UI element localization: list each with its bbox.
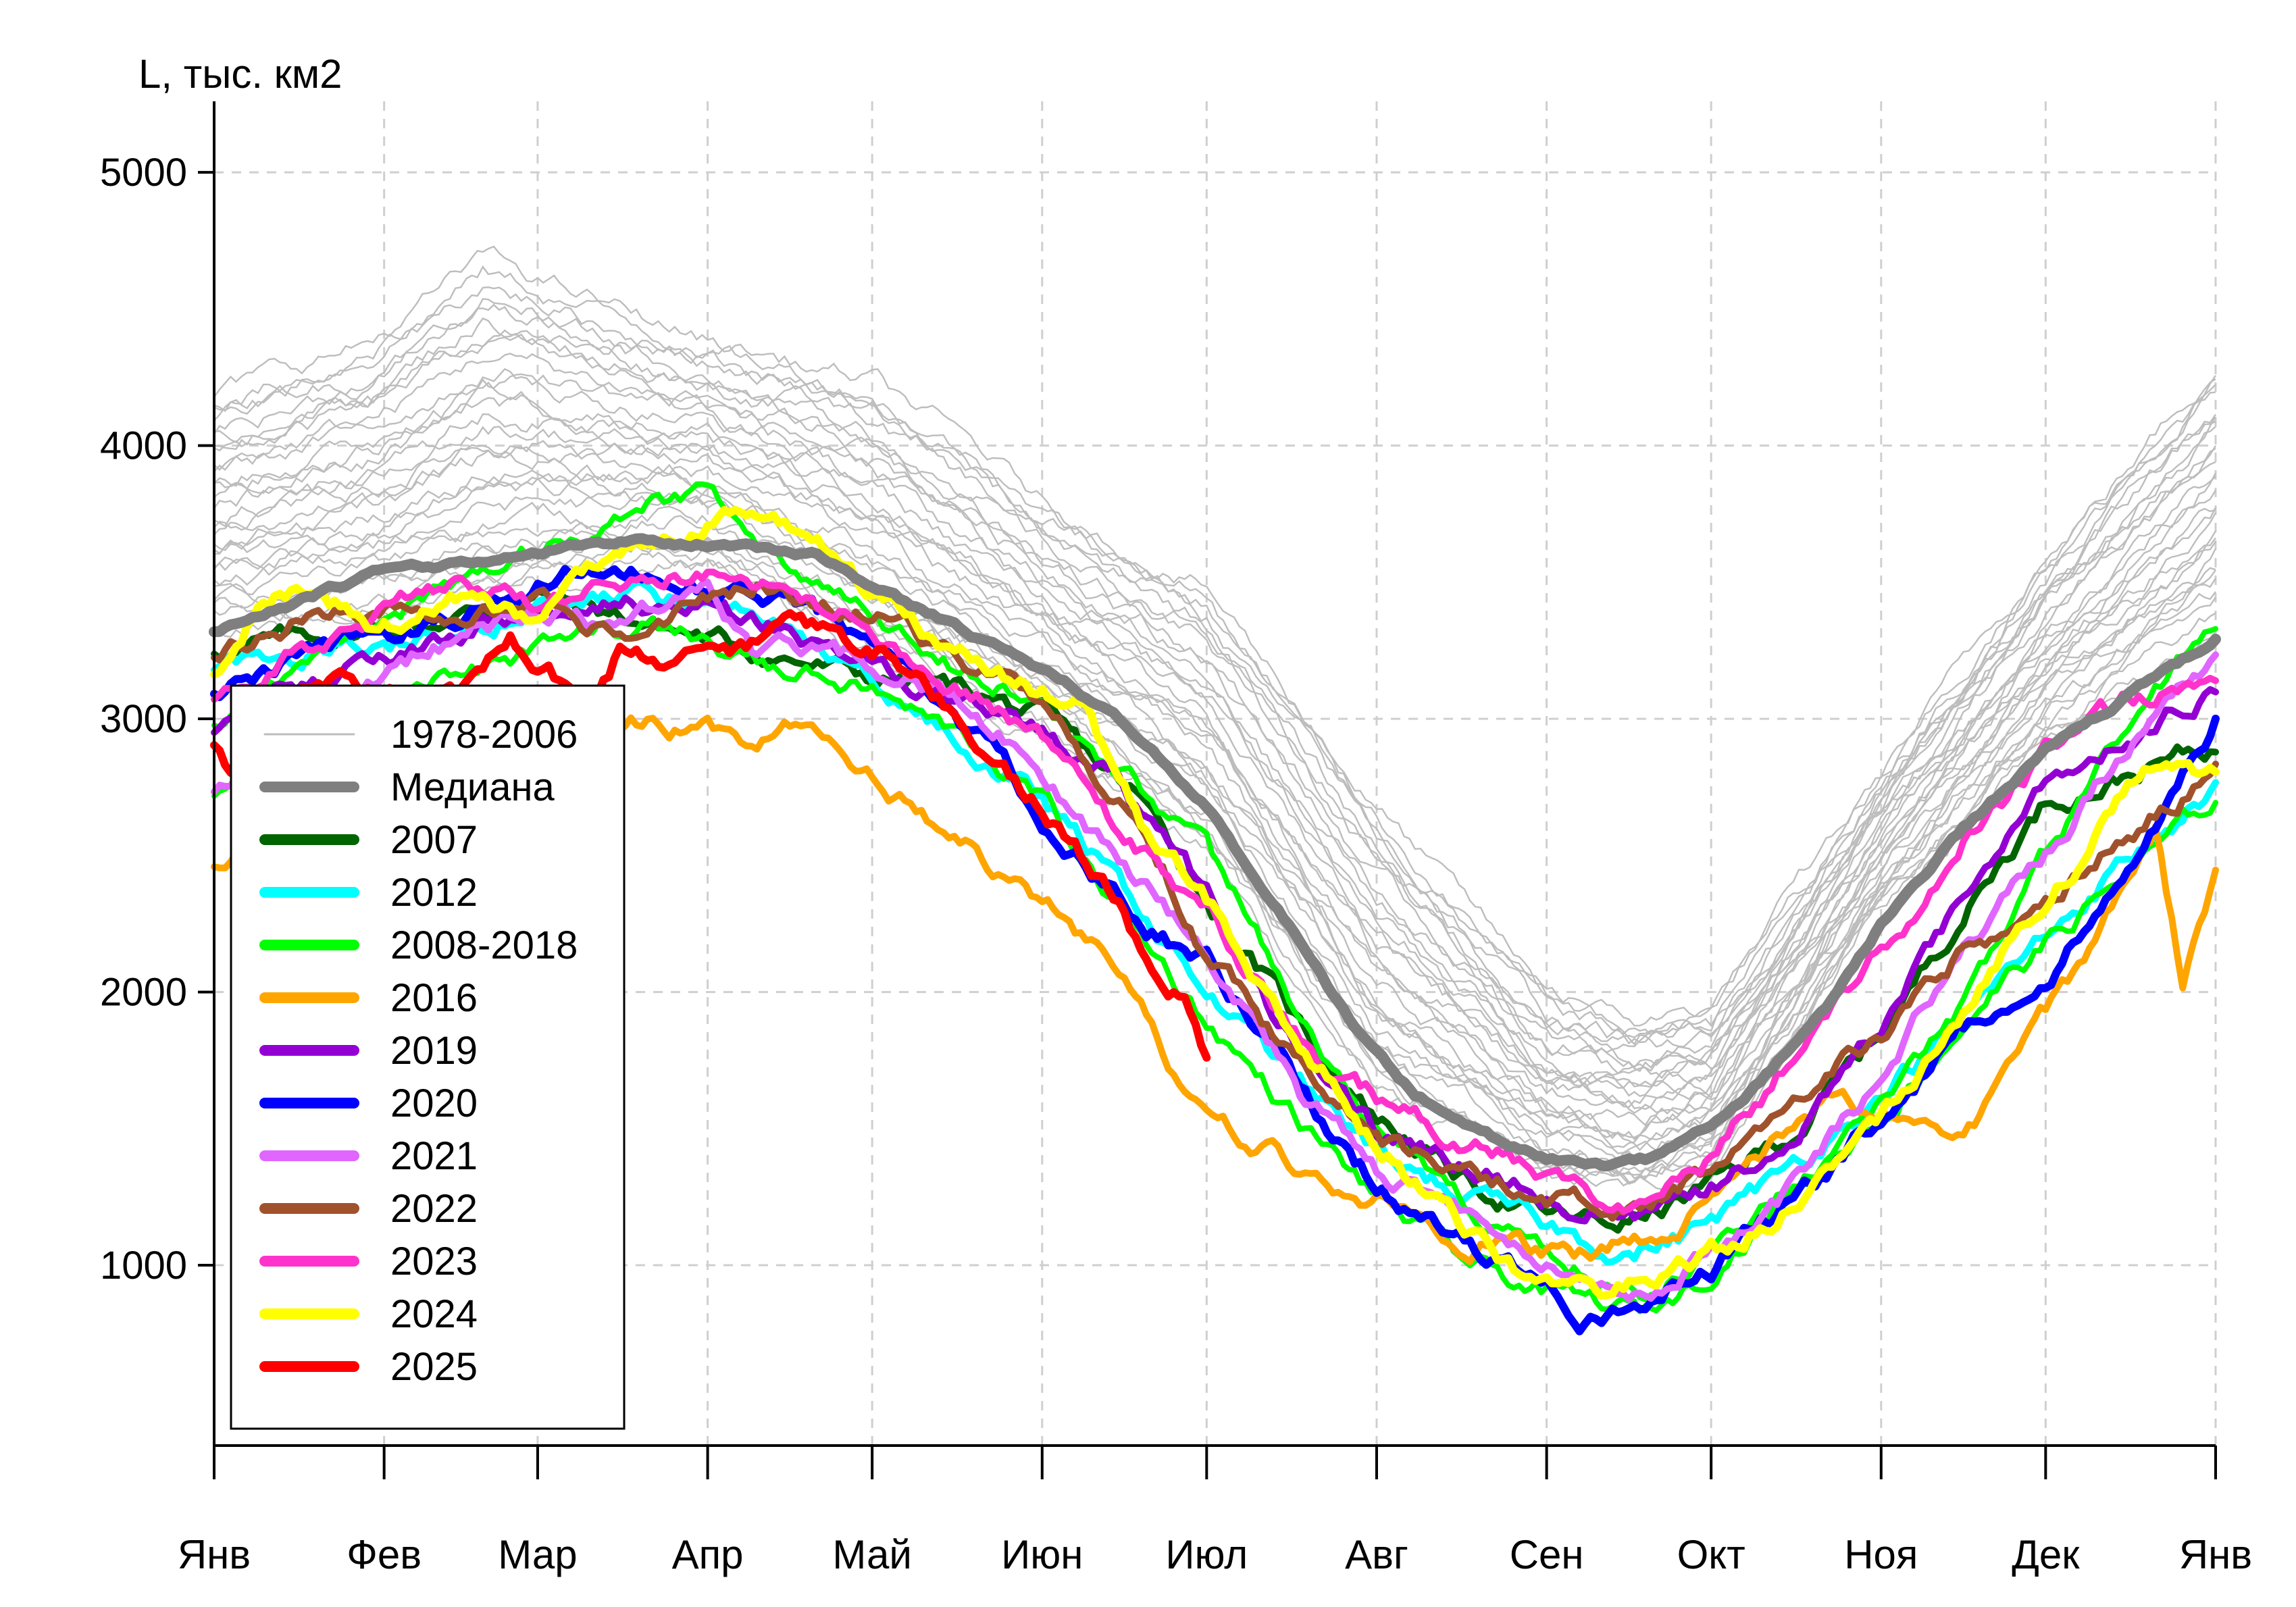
x-tick-label: Июн [1001,1532,1083,1577]
series-lines [209,481,2221,1335]
legend-label: Медиана [390,765,555,809]
x-tick-label: Окт [1677,1532,1745,1577]
legend-label: 2020 [390,1081,478,1125]
series-line-2021 [211,578,2219,1303]
background-year-line [213,546,2216,1180]
y-tick-label: 1000 [100,1244,187,1287]
background-year-line [213,329,2217,1069]
background-year-line [213,475,2217,1162]
legend-box [230,684,626,1430]
legend: 1978-2006 Медиана 2007 2012 2008-2018 2016 201… [230,684,626,1430]
background-year-line [213,245,2216,1027]
x-tick-label: Дек [2012,1532,2080,1577]
y-axis-label: L, тыс. км2 [138,51,342,97]
x-tick-label: Ноя [1844,1532,1918,1577]
background-year-line [213,440,2216,1115]
legend-label: 2021 [390,1134,478,1178]
legend-label: 2024 [390,1292,478,1336]
background-year-line [213,501,2216,1152]
x-tick-label: Авг [1345,1532,1408,1577]
series-line-2008-2018 [211,481,2218,1302]
y-tick-label: 4000 [100,424,187,468]
series-line-2022 [211,582,2219,1222]
background-year-line [213,538,2217,1185]
x-tick-label: Янв [178,1532,251,1577]
background-year-line [213,317,2216,1051]
series-line-медиана [209,533,2221,1172]
legend-label: 2025 [390,1345,478,1389]
y-tick-label: 2000 [100,971,187,1015]
background-year-line [213,265,2216,1046]
x-tick-label: Сен [1510,1532,1584,1577]
legend-label: 2008-2018 [390,923,578,967]
x-tick-label: Май [832,1532,912,1577]
background-year-line [213,477,2217,1148]
legend-label: 2007 [390,818,478,862]
axes: 1000 2000 3000 4000 5000 Янв Фев Мар Апр Май Июн Ию… [100,101,2252,1577]
legend-label: 2023 [390,1240,478,1283]
series-line-2024 [210,505,2220,1300]
legend-label: 2012 [390,871,478,915]
x-tick-label: Янв [2179,1532,2252,1577]
y-tick-label: 3000 [100,697,187,741]
background-year-line [213,303,2216,1042]
background-year-line [213,490,2216,1154]
background-year-line [213,413,2217,1100]
x-tick-label: Фев [347,1532,422,1577]
background-year-line [213,394,2216,1108]
background-year-line [213,449,2216,1139]
background-year-line [213,426,2217,1111]
x-tick-label: Мар [498,1532,577,1577]
x-tick-label: Июл [1165,1532,1248,1577]
y-tick-label: 5000 [100,151,187,195]
background-year-line [213,464,2216,1141]
legend-label: 2022 [390,1187,478,1231]
legend-label: 2019 [390,1029,478,1073]
background-years-lines [213,245,2217,1190]
legend-label: 1978-2006 [390,713,578,757]
x-tick-label: Апр [672,1532,744,1577]
background-year-line [213,373,2216,1090]
legend-label: 2016 [390,976,478,1020]
